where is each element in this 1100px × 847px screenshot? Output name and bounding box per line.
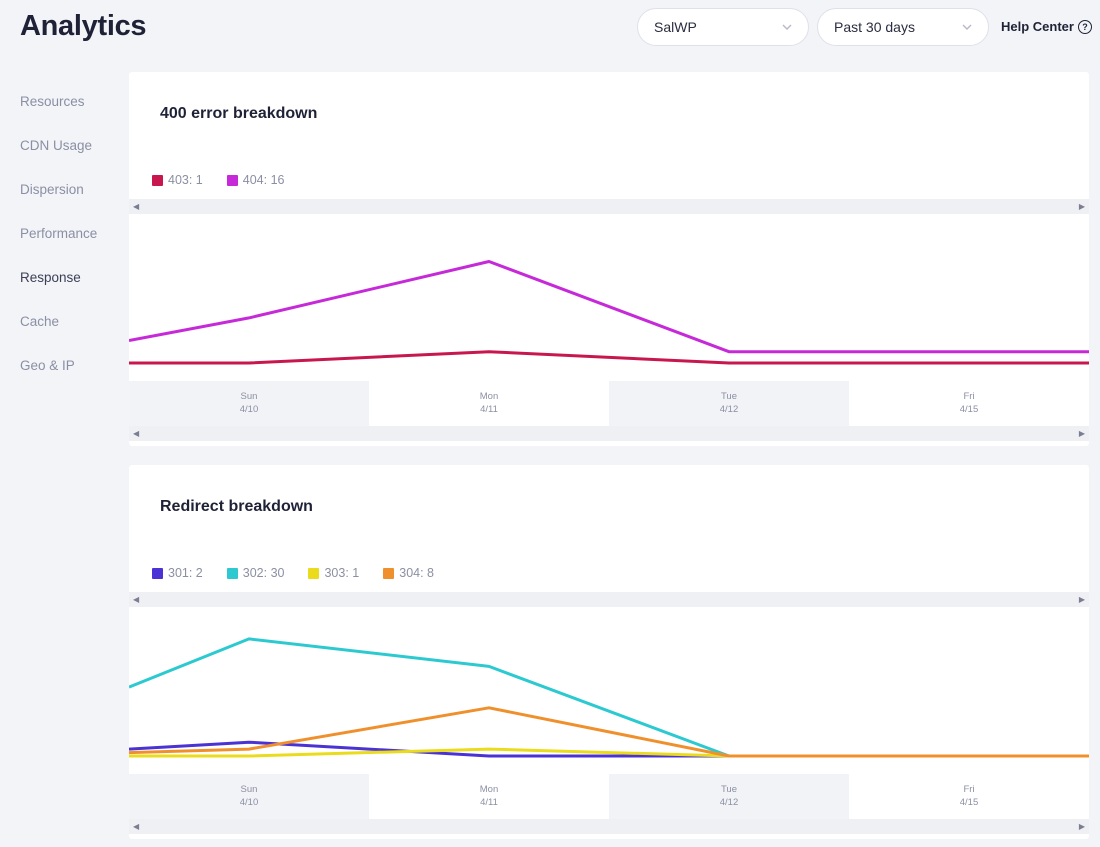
sidebar-item-response[interactable]: Response <box>20 270 81 285</box>
x-tick: Fri 4/15 <box>849 381 1089 426</box>
x-tick: Mon 4/11 <box>369 381 609 426</box>
scroll-right-icon[interactable]: ▶ <box>1078 429 1085 438</box>
horizontal-scrollbar[interactable]: ◀ ▶ <box>129 819 1089 834</box>
legend-swatch <box>152 567 163 579</box>
series-line <box>129 260 1089 354</box>
legend-item[interactable]: 302: 30 <box>226 566 285 580</box>
sidebar-nav: Resources CDN Usage Dispersion Performan… <box>20 88 97 396</box>
horizontal-scrollbar[interactable]: ◀ ▶ <box>129 199 1089 214</box>
legend-item[interactable]: 304: 8 <box>383 566 434 580</box>
help-center-link[interactable]: Help Center ? <box>1001 19 1092 34</box>
x-tick-day: Mon <box>479 391 499 402</box>
horizontal-scrollbar[interactable]: ◀ ▶ <box>129 592 1089 607</box>
legend-swatch <box>383 567 395 579</box>
legend-swatch <box>152 174 163 186</box>
chevron-down-icon <box>962 24 972 30</box>
scroll-left-icon[interactable]: ◀ <box>133 822 140 831</box>
scroll-right-icon[interactable]: ▶ <box>1078 202 1085 211</box>
scroll-right-icon[interactable]: ▶ <box>1078 595 1085 604</box>
scroll-left-icon[interactable]: ◀ <box>133 202 140 211</box>
legend-label: 303: 1 <box>324 566 360 580</box>
x-tick-day: Fri <box>963 391 975 402</box>
help-center-label: Help Center <box>1001 19 1074 34</box>
sidebar-item-geo-ip[interactable]: Geo & IP <box>20 358 75 373</box>
x-tick-date: 4/12 <box>719 797 739 808</box>
series-line <box>129 350 1089 365</box>
sidebar-item-cdn-usage[interactable]: CDN Usage <box>20 138 93 153</box>
redirect-card: Redirect breakdown 301: 2 302: 30 303: 1… <box>129 465 1089 839</box>
x-tick-day: Tue <box>720 784 738 795</box>
chart-legend: 301: 2 302: 30 303: 1 304: 8 <box>152 566 434 580</box>
legend-label: 302: 30 <box>242 566 285 580</box>
series-line <box>129 637 1089 758</box>
x-tick: Sun 4/10 <box>129 381 369 426</box>
x-tick: Fri 4/15 <box>849 774 1089 819</box>
chart-title: Redirect breakdown <box>160 498 313 515</box>
chart-title: 400 error breakdown <box>160 105 318 122</box>
sidebar-item-performance[interactable]: Performance <box>20 226 98 241</box>
series-line <box>129 706 1089 758</box>
legend-swatch <box>308 567 320 579</box>
x-tick: Sun 4/10 <box>129 774 369 819</box>
x-tick: Tue 4/12 <box>609 774 849 819</box>
legend-item[interactable]: 303: 1 <box>308 566 359 580</box>
x-tick-day: Sun <box>240 784 258 795</box>
x-tick-date: 4/11 <box>480 797 498 808</box>
scroll-right-icon[interactable]: ▶ <box>1078 822 1085 831</box>
legend-item[interactable]: 301: 2 <box>152 566 203 580</box>
x-tick-day: Mon <box>479 784 499 795</box>
x-tick: Tue 4/12 <box>609 381 849 426</box>
x-axis: Sun 4/10 Mon 4/11 Tue 4/12 Fri 4/15 <box>129 381 1089 426</box>
x-tick-day: Fri <box>963 784 975 795</box>
line-chart-plot <box>129 637 1089 758</box>
chart-legend: 403: 1 404: 16 <box>152 173 284 187</box>
date-range-select[interactable]: Past 30 days <box>817 8 989 46</box>
site-select[interactable]: SalWP <box>637 8 809 46</box>
error-400-card: 400 error breakdown 403: 1 404: 16 ◀ ▶ S… <box>129 72 1089 446</box>
x-tick-date: 4/15 <box>959 797 979 808</box>
help-icon: ? <box>1077 19 1092 34</box>
legend-label: 301: 2 <box>168 566 203 580</box>
legend-swatch <box>226 567 238 579</box>
legend-label: 304: 8 <box>399 566 435 580</box>
x-tick-day: Sun <box>240 391 258 402</box>
legend-label: 404: 16 <box>242 173 285 187</box>
x-tick: Mon 4/11 <box>369 774 609 819</box>
chevron-down-icon <box>782 24 792 30</box>
legend-label: 403: 1 <box>168 173 203 187</box>
sidebar-item-dispersion[interactable]: Dispersion <box>20 182 84 197</box>
page-title: Analytics <box>20 10 147 42</box>
x-tick-day: Tue <box>720 391 738 402</box>
legend-item[interactable]: 403: 1 <box>152 173 203 187</box>
scroll-left-icon[interactable]: ◀ <box>133 429 140 438</box>
x-tick-date: 4/11 <box>480 404 498 415</box>
sidebar-item-cache[interactable]: Cache <box>20 314 60 329</box>
x-axis: Sun 4/10 Mon 4/11 Tue 4/12 Fri 4/15 <box>129 774 1089 819</box>
legend-swatch <box>226 174 238 186</box>
legend-item[interactable]: 404: 16 <box>226 173 285 187</box>
x-tick-date: 4/10 <box>239 797 259 808</box>
x-tick-date: 4/10 <box>239 404 259 415</box>
date-range-value: Past 30 days <box>834 19 915 35</box>
line-chart-plot <box>129 260 1089 365</box>
scroll-left-icon[interactable]: ◀ <box>133 595 140 604</box>
x-tick-date: 4/12 <box>719 404 739 415</box>
horizontal-scrollbar[interactable]: ◀ ▶ <box>129 426 1089 441</box>
site-select-value: SalWP <box>654 19 697 35</box>
x-tick-date: 4/15 <box>959 404 979 415</box>
sidebar-item-resources[interactable]: Resources <box>20 94 85 109</box>
